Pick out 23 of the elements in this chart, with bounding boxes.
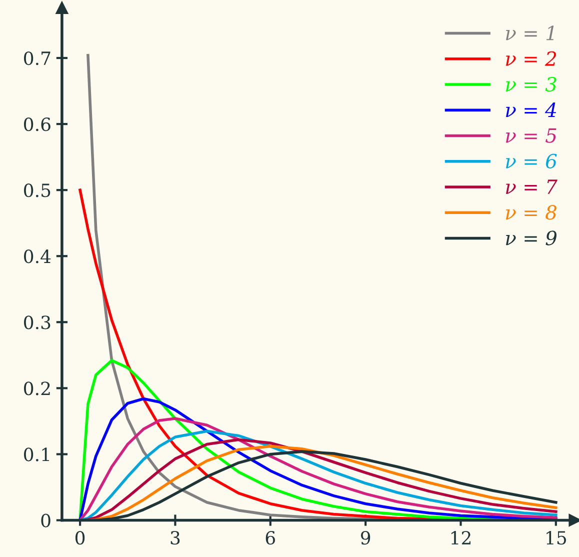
legend-label: ν = 6 — [506, 154, 557, 168]
legend-label: ν = 3 — [506, 76, 556, 92]
x-tick-label: 12 — [451, 530, 470, 544]
y-tick-label: 0.2 — [24, 382, 50, 396]
legend-label: ν = 4 — [506, 102, 556, 117]
legend-label: ν = 7 — [506, 180, 558, 194]
legend-label: ν = 9 — [506, 230, 556, 246]
legend-label: ν = 2 — [506, 51, 556, 66]
y-tick-label: 0 — [41, 514, 50, 528]
y-tick-label: 0.4 — [24, 250, 51, 264]
y-tick-label: 0.6 — [24, 117, 50, 132]
legend-label: ν = 1 — [506, 26, 554, 40]
legend-label: ν = 8 — [506, 205, 556, 220]
y-tick-label: 0.5 — [24, 184, 50, 198]
y-tick-label: 0.3 — [24, 316, 50, 330]
x-tick-label: 6 — [266, 530, 275, 545]
x-tick-label: 9 — [360, 530, 370, 545]
y-tick-label: 0.1 — [24, 448, 49, 462]
y-tick-label: 0.7 — [24, 51, 50, 66]
legend-label: ν = 5 — [506, 128, 556, 143]
x-tick-label: 3 — [170, 530, 180, 545]
x-tick-label: 0 — [75, 530, 85, 545]
x-tick-label: 15 — [546, 530, 566, 545]
